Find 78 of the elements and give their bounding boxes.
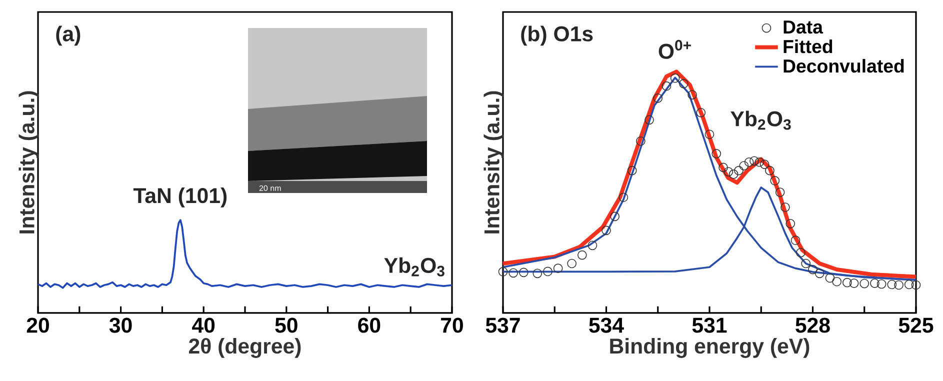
x-tick-label: 525 — [898, 318, 934, 333]
x-tick-label: 534 — [589, 318, 624, 333]
point — [744, 157, 754, 167]
point — [796, 248, 806, 258]
legend-label: Data — [784, 20, 824, 34]
point — [860, 278, 870, 288]
point — [644, 115, 654, 125]
point — [765, 166, 774, 176]
point — [814, 268, 824, 278]
point — [760, 160, 770, 169]
point — [786, 219, 796, 228]
point — [696, 108, 706, 118]
point — [750, 156, 759, 166]
point — [670, 73, 680, 83]
point — [780, 202, 790, 212]
point — [754, 157, 764, 167]
point — [801, 258, 811, 268]
point — [728, 170, 738, 179]
x-tick-label: 537 — [486, 318, 520, 333]
x-tick-label: 70 — [441, 318, 463, 333]
point — [849, 278, 859, 288]
point — [704, 130, 714, 140]
point — [662, 81, 672, 91]
x-axis-title: 2θ (degree) — [188, 338, 301, 358]
x-tick-label: 30 — [109, 318, 132, 333]
text: 20 nm — [259, 185, 281, 191]
point — [688, 90, 697, 100]
x-tick-label: 20 — [26, 318, 49, 333]
point — [870, 278, 880, 288]
point — [808, 264, 818, 274]
point — [577, 250, 587, 260]
point — [770, 176, 780, 186]
annotation: Yb$_{2}$O$_{3}$ — [384, 257, 444, 276]
y-axis-title: Intensity (a.u.) — [484, 91, 504, 234]
point — [739, 161, 749, 170]
x-tick-label: 531 — [692, 318, 727, 333]
point — [876, 279, 886, 289]
point — [567, 258, 576, 268]
point — [627, 166, 637, 176]
y-axis-title: Intensity (a.u.) — [18, 91, 39, 234]
point — [712, 149, 722, 158]
x-tick-label: 60 — [358, 318, 380, 333]
point — [734, 166, 744, 176]
x-tick-label: 40 — [192, 318, 215, 333]
annotation: TaN (101) — [133, 187, 227, 208]
point — [518, 268, 528, 278]
point — [543, 266, 552, 276]
point — [618, 192, 628, 202]
point — [679, 79, 688, 88]
point — [911, 280, 921, 290]
point — [790, 236, 800, 245]
point — [553, 264, 563, 273]
point — [842, 278, 852, 288]
point — [775, 188, 785, 197]
point — [904, 280, 914, 290]
x-tick-label: 50 — [275, 318, 298, 333]
x-axis-title: Binding energy (eV) — [610, 338, 810, 358]
point — [887, 280, 897, 290]
point — [832, 276, 842, 286]
text: (b) O1s — [521, 26, 593, 46]
text: (a) — [56, 26, 80, 46]
annotation: O$^{0+}$ — [658, 40, 691, 59]
legend-label: Fitted — [784, 39, 832, 54]
point — [508, 268, 518, 278]
point — [825, 273, 835, 283]
point — [636, 136, 646, 146]
point — [602, 226, 611, 236]
point — [588, 240, 598, 250]
point — [724, 167, 734, 176]
x-tick-label: 528 — [796, 318, 830, 333]
annotation: Yb$_{2}$O$_{3}$ — [730, 110, 791, 130]
point — [498, 267, 508, 276]
point — [653, 94, 663, 103]
point — [610, 212, 620, 222]
point — [894, 280, 904, 290]
point — [532, 268, 542, 278]
legend-label: Deconvulated — [784, 58, 904, 73]
point — [718, 162, 728, 172]
